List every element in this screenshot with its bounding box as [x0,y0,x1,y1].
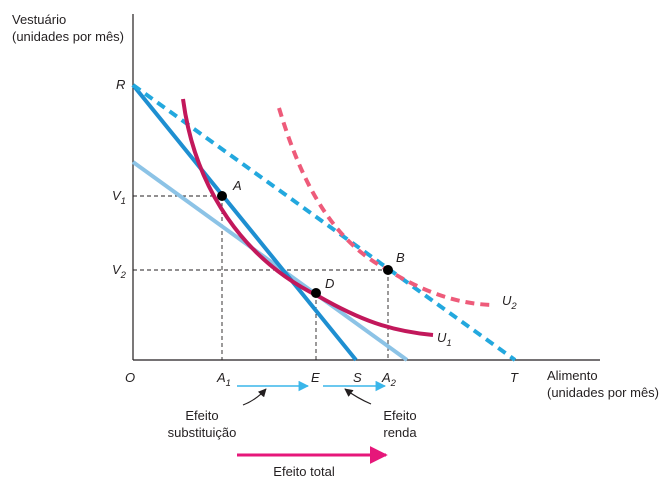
x-axis-unit: (unidades por mês) [547,385,659,400]
indifference-curve-u1 [181,98,434,337]
label-u1: U1 [437,330,452,349]
label-e: E [311,370,320,385]
budget-line-original [131,83,358,362]
point-b [383,265,393,275]
label-a1: A1 [216,370,231,389]
label-point-a: A [232,178,242,193]
y-axis-unit: (unidades por mês) [12,29,124,44]
label-point-d: D [325,276,334,291]
substitution-pointer [242,388,267,406]
income-label-2: renda [383,425,417,440]
label-t: T [510,370,519,385]
indifference-curve-u2 [277,107,494,307]
x-axis-title: Alimento [547,368,598,383]
label-u2: U2 [502,293,517,312]
y-axis-title: Vestuário [12,12,66,27]
substitution-label-1: Efeito [185,408,218,423]
substitution-label-2: substituição [168,425,237,440]
label-origin: O [125,370,135,385]
label-r: R [116,77,125,92]
total-effect-label: Efeito total [273,464,335,479]
point-a [217,191,227,201]
label-s: S [353,370,362,385]
point-d [311,288,321,298]
label-v2: V2 [112,262,127,281]
label-a2: A2 [381,370,397,389]
budget-line-shifted [131,160,409,362]
budget-line-new [131,83,517,362]
label-point-b: B [396,250,405,265]
income-label-1: Efeito [383,408,416,423]
income-pointer [344,388,372,405]
label-v1: V1 [112,188,126,207]
